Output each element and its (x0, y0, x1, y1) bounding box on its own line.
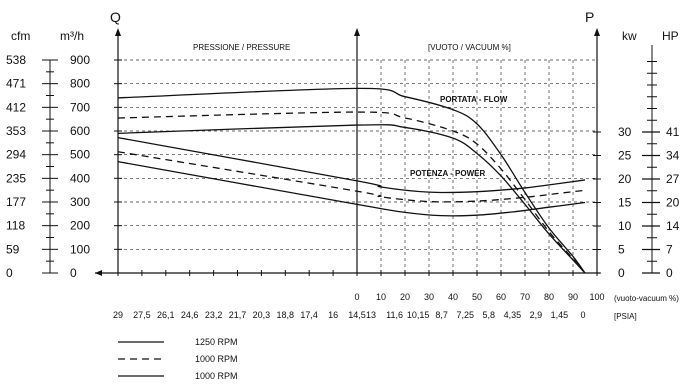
hp-tick-label: 27 (666, 172, 680, 186)
vacuum-tick-label: 60 (496, 292, 506, 302)
q-axis-title: Q (110, 9, 121, 25)
m3h-tick-label: 800 (70, 77, 90, 91)
pressure-tick-label: 26,1 (157, 310, 175, 320)
power-annotation: POTENZA - POWER (410, 169, 485, 178)
hp-tick-label: 14 (666, 219, 680, 233)
psia-tick-label: 8,7 (435, 310, 448, 320)
power-curve-2 (117, 151, 586, 203)
pressure-region-label: PRESSIONE / PRESSURE (193, 43, 290, 52)
cfm-tick-label: 294 (6, 148, 26, 162)
cfm-tick-label: 471 (6, 77, 26, 91)
pressure-tick-label: 14,5 (348, 310, 366, 320)
pressure-tick-label: 21,7 (229, 310, 247, 320)
vacuum-unit-label: (vuoto-vacuum %) (614, 294, 679, 303)
psia-tick-label: 2,9 (530, 310, 543, 320)
flow-curve-2 (117, 111, 586, 274)
flow-annotation: PORTATA - FLOW (440, 95, 508, 104)
cfm-tick-label: 118 (6, 219, 25, 233)
m3h-tick-label: 900 (70, 53, 90, 67)
pressure-tick-label: 29 (113, 310, 123, 320)
cfm-tick-label: 353 (6, 124, 26, 138)
pressure-tick-label: 18,8 (277, 310, 295, 320)
pressure-tick-label: 23,2 (205, 310, 223, 320)
m3h-tick-label: 100 (70, 242, 90, 256)
pressure-tick-label: 27,5 (133, 310, 151, 320)
cfm-tick-label: 177 (6, 195, 26, 209)
hp-tick-label: 20 (666, 196, 680, 210)
legend: 1250 RPM 1000 RPM 1000 RPM (118, 337, 238, 381)
kw-tick-label: 0 (618, 266, 625, 280)
cfm-tick-label: 235 (6, 171, 26, 185)
legend-label: 1000 RPM (195, 371, 238, 381)
left-y-axis-arrow (115, 28, 121, 36)
legend-label: 1000 RPM (195, 354, 238, 364)
psia-tick-label: 1,45 (551, 310, 569, 320)
vacuum-tick-label: 90 (568, 292, 578, 302)
m3h-tick-label: 300 (70, 195, 90, 209)
kw-tick-label: 20 (618, 172, 632, 186)
vacuum-tick-label: 10 (376, 292, 386, 302)
p-axis-title: P (585, 9, 594, 25)
m3h-tick-label: 600 (70, 124, 90, 138)
vacuum-tick-label: 50 (472, 292, 482, 302)
cfm-axis-title: cfm (11, 29, 30, 43)
vacuum-tick-label: 40 (448, 292, 458, 302)
kw-tick-label: 25 (618, 149, 632, 163)
center-y-axis-arrow (354, 28, 360, 36)
vacuum-tick-label: 80 (544, 292, 554, 302)
m3h-tick-label: 0 (70, 266, 77, 280)
kw-axis-title: kw (622, 29, 637, 43)
psia-unit-label: [PSIA] (614, 312, 637, 321)
data-series (117, 87, 586, 274)
hp-tick-label: 34 (666, 149, 680, 163)
kw-tick-label: 15 (618, 196, 632, 210)
hp-tick-label: 7 (666, 243, 673, 257)
power-curve-1 (117, 137, 586, 194)
kw-tick-label: 5 (618, 243, 625, 257)
pressure-tick-label: 17,4 (300, 310, 318, 320)
m3h-axis-title: m³/h (60, 29, 84, 43)
kw-tick-label: 10 (618, 219, 632, 233)
flow-curve-1 (117, 87, 586, 274)
kw-tick-label: 30 (618, 125, 632, 139)
m3h-tick-label: 200 (70, 219, 90, 233)
cfm-tick-label: 412 (6, 100, 26, 114)
m3h-tick-label: 400 (70, 171, 90, 185)
power-curve-3 (117, 160, 586, 217)
cfm-tick-label: 0 (6, 266, 13, 280)
vacuum-tick-label: 30 (424, 292, 434, 302)
flow-curve-3 (117, 124, 586, 274)
pressure-tick-label: 20,3 (253, 310, 271, 320)
psia-tick-label: 7,25 (456, 310, 474, 320)
vacuum-region-label: [VUOTO / VACUUM %] (428, 43, 511, 52)
pressure-tick-label: 24,6 (181, 310, 199, 320)
psia-tick-label: 13 (366, 310, 376, 320)
psia-tick-label: 11,6 (386, 310, 403, 320)
hp-tick-label: 41 (666, 125, 680, 139)
vacuum-tick-label: 70 (520, 292, 530, 302)
cfm-tick-label: 538 (6, 53, 26, 67)
pressure-tick-label: 16 (328, 310, 338, 320)
psia-tick-label: 10,15 (407, 310, 430, 320)
psia-tick-label: 5,8 (483, 310, 496, 320)
cfm-tick-label: 59 (6, 242, 20, 256)
psia-tick-label: 4,35 (504, 310, 522, 320)
legend-label: 1250 RPM (195, 337, 238, 347)
vacuum-tick-label: 0 (354, 292, 359, 302)
x-axis-arrow (95, 270, 102, 276)
hp-axis-title: HP (662, 29, 679, 43)
vacuum-tick-label: 100 (589, 292, 604, 302)
hp-tick-label: 0 (666, 266, 673, 280)
vacuum-tick-label: 20 (400, 292, 410, 302)
right-y-axis-arrow (594, 28, 600, 36)
m3h-tick-label: 500 (70, 148, 90, 162)
psia-tick-label: 0 (580, 310, 585, 320)
m3h-tick-label: 700 (70, 100, 90, 114)
